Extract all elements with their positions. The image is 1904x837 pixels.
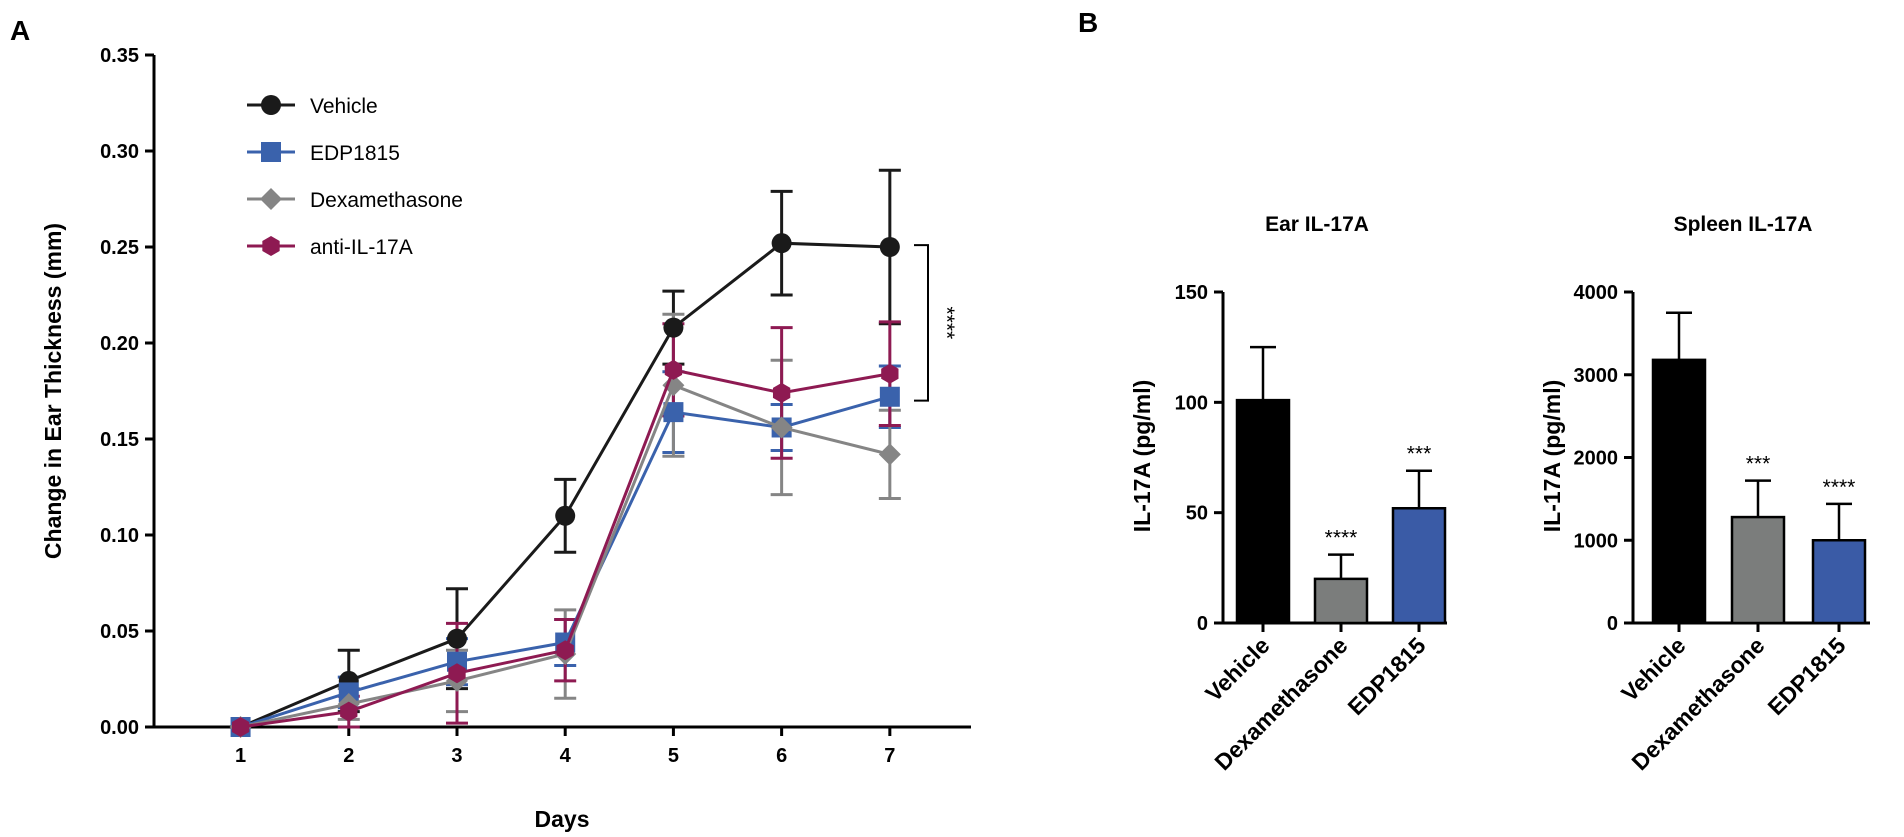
data-point-dexamethasone [770,416,793,439]
spleen-bar-dexamethasone [1730,515,1786,625]
line-chart-y-tick-label: 0.25 [100,237,139,259]
data-point-edp1815 [338,682,359,703]
spleen-bar-edp1815 [1811,539,1867,625]
data-point-vehicle [771,233,792,254]
spleen-chart-ylabel: IL-17A (pg/ml) [1539,380,1565,532]
significance-label: **** [935,306,958,339]
data-point-anti-il-17a [664,359,683,380]
data-point-anti-il-17a [772,382,791,403]
legend-marker-edp1815 [261,142,281,162]
ear-significance-edp1815: *** [1407,443,1432,466]
spleen-category-label-dexamethasone: Dexamethasone [1626,632,1769,775]
line-chart-x-tick-label: 6 [776,745,787,767]
line-chart-xlabel: Days [535,806,590,832]
line-chart-y-tick-label: 0.00 [100,717,139,739]
ear-bar-dexamethasone [1313,577,1369,625]
ear-chart-ylabel: IL-17A (pg/ml) [1129,380,1155,532]
legend-marker-anti-il-17a [262,236,280,256]
data-point-vehicle [446,628,467,649]
data-point-vehicle [879,237,900,257]
ear-bar-edp1815 [1391,507,1447,625]
ear-significance-dexamethasone: **** [1325,527,1358,550]
ear-category-label-vehicle: Vehicle [1200,632,1274,706]
spleen-chart-y-tick-label: 0 [1607,613,1618,635]
line-chart-y-tick-label: 0.05 [100,621,139,643]
spleen-chart-y-tick-label: 4000 [1574,282,1619,304]
panel-letter-b: B [1078,7,1098,38]
line-chart-x-tick-label: 2 [343,745,354,767]
bar-chart-ear-il17a: Ear IL-17A IL-17A (pg/ml) 0 50 100 150 Vehic… [1129,213,1447,775]
spleen-significance-edp1815: **** [1823,476,1856,499]
line-chart-y-tick-label: 0.30 [100,141,139,163]
spleen-chart-title: Spleen IL-17A [1674,213,1813,236]
ear-category-label-edp1815: EDP1815 [1343,632,1431,720]
data-point-anti-il-17a [556,640,574,661]
ear-chart-y-tick-label: 150 [1175,282,1208,304]
data-point-edp1815 [879,386,900,407]
ear-bar-vehicle [1235,398,1291,625]
significance-bracket [914,244,929,402]
spleen-chart-y-tick-label: 2000 [1574,448,1619,470]
line-chart-y-tick-label: 0.10 [100,525,139,547]
legend-marker-vehicle [261,95,281,115]
line-chart-y-tick-label: 0.15 [100,429,139,451]
legend-label-anti-il-17a: anti-IL-17A [310,236,413,259]
spleen-chart-y-tick-label: 1000 [1574,530,1619,552]
legend-label-vehicle: Vehicle [310,95,378,118]
spleen-category-label-vehicle: Vehicle [1616,632,1690,706]
bar-chart-spleen-il17a: Spleen IL-17A IL-17A (pg/ml) 0 1000 2000 30… [1539,213,1870,775]
data-point-anti-il-17a [340,701,358,722]
data-point-vehicle [663,317,684,338]
legend-label-dexamethasone: Dexamethasone [310,189,463,212]
spleen-category-label-edp1815: EDP1815 [1763,632,1851,720]
spleen-significance-dexamethasone: *** [1746,453,1771,476]
line-chart-ylabel: Change in Ear Thickness (mm) [40,223,66,559]
line-chart-x-tick-label: 1 [235,745,246,767]
ear-chart-title: Ear IL-17A [1265,213,1369,236]
data-point-anti-il-17a [881,363,899,384]
spleen-chart-y-tick-label: 3000 [1574,365,1619,387]
line-chart-x-tick-label: 7 [884,745,895,767]
line-chart-y-tick-label: 0.35 [100,45,139,67]
ear-category-label-dexamethasone: Dexamethasone [1209,632,1352,775]
ear-chart-y-tick-label: 100 [1175,392,1208,414]
data-point-anti-il-17a [448,663,466,684]
line-chart-x-tick-label: 5 [668,745,679,767]
legend-marker-dexamethasone [260,188,282,210]
data-point-dexamethasone [662,374,685,397]
line-chart-x-tick-label: 3 [451,745,462,767]
data-point-anti-il-17a [231,717,250,737]
line-chart-y-tick-label: 0.20 [100,333,139,355]
data-point-vehicle [555,505,576,526]
panel-letter-a: A [10,15,30,46]
data-point-edp1815 [663,402,684,423]
line-chart-ear-thickness: Change in Ear Thickness (mm) Days 0.00 0.… [40,45,971,832]
spleen-bar-vehicle [1651,358,1707,625]
line-chart-x-tick-label: 4 [560,745,572,767]
ear-chart-y-tick-label: 50 [1186,503,1208,525]
data-point-dexamethasone [878,443,901,466]
legend-label-edp1815: EDP1815 [310,142,400,165]
ear-chart-y-tick-label: 0 [1197,613,1208,635]
